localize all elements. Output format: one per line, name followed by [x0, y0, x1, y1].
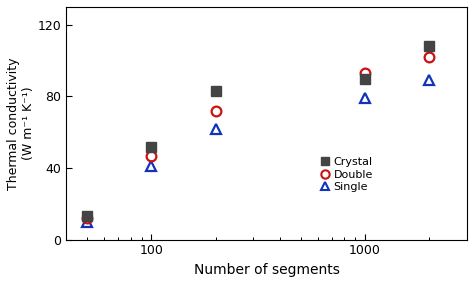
Y-axis label: Thermal conductivity
(W m⁻¹ K⁻¹): Thermal conductivity (W m⁻¹ K⁻¹) — [7, 57, 35, 189]
X-axis label: Number of segments: Number of segments — [194, 263, 340, 277]
Legend: Crystal, Double, Single: Crystal, Double, Single — [320, 157, 373, 192]
